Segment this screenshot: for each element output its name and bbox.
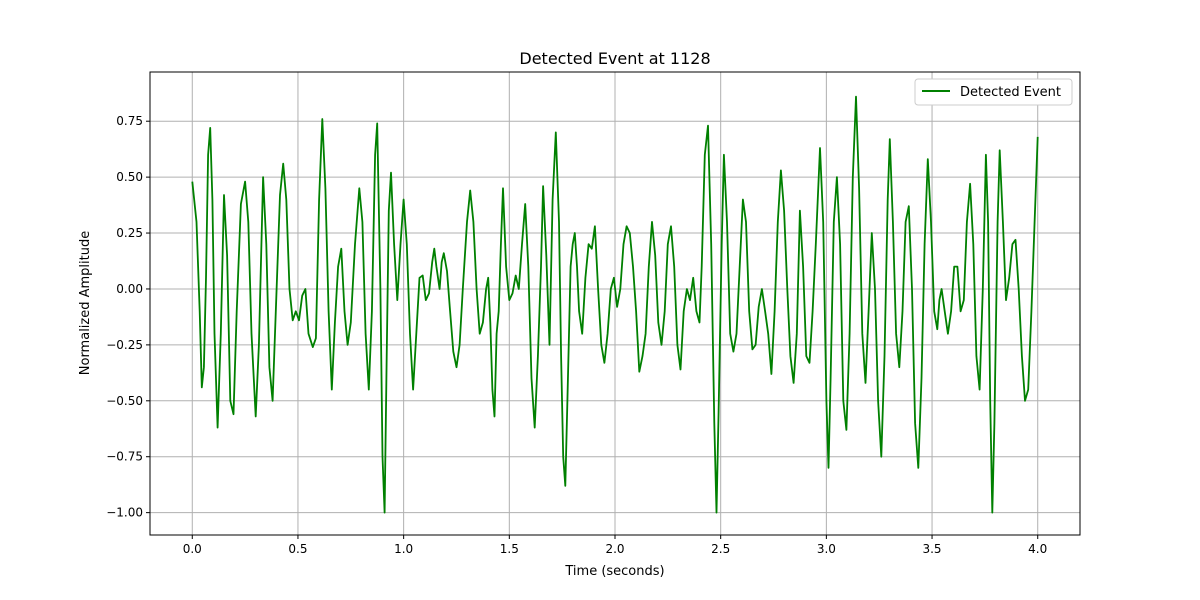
- x-tick-label: 1.5: [500, 542, 519, 556]
- legend: Detected Event: [914, 78, 1073, 106]
- series-layer: [191, 95, 1039, 514]
- y-axis: −1.00 −0.75 −0.50 −0.25 0.00 0.25 0.50 0.75: [106, 114, 150, 520]
- y-axis-label: Normalized Amplitude: [78, 231, 93, 375]
- legend-label: Detected Event: [960, 85, 1061, 100]
- y-tick-label: 0.00: [116, 282, 143, 296]
- y-tick-label: −0.50: [106, 394, 143, 408]
- x-axis: 0.0 0.5 1.0 1.5 2.0 2.5 3.0 3.5 4.0: [183, 535, 1047, 556]
- y-tick-label: 0.50: [116, 170, 143, 184]
- y-tick-label: −1.00: [106, 506, 143, 520]
- x-axis-label: Time (seconds): [564, 564, 664, 579]
- y-tick-label: −0.25: [106, 338, 143, 352]
- x-tick-label: 2.0: [605, 542, 624, 556]
- series-line: [191, 95, 1039, 514]
- y-tick-label: −0.75: [106, 450, 143, 464]
- y-tick-label: 0.25: [116, 226, 143, 240]
- legend-box: [914, 78, 1073, 106]
- x-tick-label: 2.5: [711, 542, 730, 556]
- chart-title: Detected Event at 1128: [519, 49, 710, 68]
- x-tick-label: 1.0: [394, 542, 413, 556]
- x-tick-label: 0.5: [288, 542, 307, 556]
- x-tick-label: 3.0: [817, 542, 836, 556]
- x-tick-label: 3.5: [922, 542, 941, 556]
- x-tick-label: 0.0: [183, 542, 202, 556]
- x-tick-label: 4.0: [1028, 542, 1047, 556]
- y-tick-label: 0.75: [116, 114, 143, 128]
